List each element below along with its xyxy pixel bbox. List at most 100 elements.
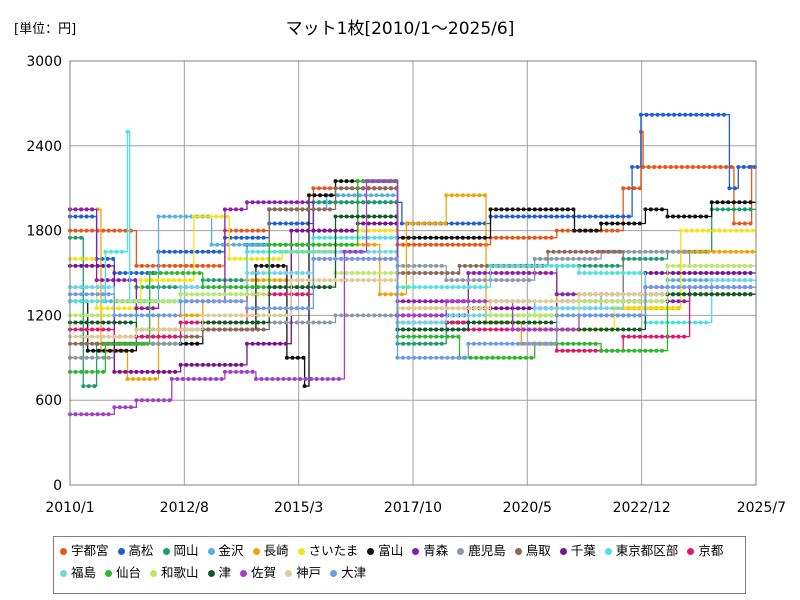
data-point [650, 112, 654, 117]
data-point [73, 369, 78, 374]
data-point [593, 348, 598, 353]
data-point [160, 278, 165, 283]
legend-item: 鹿児島 [457, 541, 506, 561]
data-point [716, 112, 721, 117]
data-point [90, 320, 95, 325]
data-point [466, 299, 471, 304]
data-point [195, 263, 200, 268]
data-point [610, 292, 615, 297]
data-point [439, 355, 444, 360]
data-point [228, 207, 233, 212]
data-point [383, 214, 388, 219]
legend-item: 金沢 [207, 541, 244, 561]
data-point [108, 341, 113, 346]
data-point [377, 292, 382, 297]
data-point [383, 249, 388, 254]
data-point [178, 292, 183, 297]
data-point [189, 362, 194, 367]
data-point [162, 369, 166, 374]
data-point [521, 327, 526, 332]
data-point [317, 242, 321, 247]
data-point [676, 299, 681, 304]
data-point [679, 165, 684, 169]
data-point [434, 263, 439, 268]
data-point [112, 405, 117, 410]
data-point [239, 285, 244, 290]
data-point [272, 207, 277, 212]
data-point [549, 313, 554, 318]
data-point [234, 285, 238, 290]
legend-item: 佐賀 [240, 563, 276, 583]
data-point [289, 306, 294, 311]
data-point [211, 285, 216, 290]
data-point [510, 271, 515, 275]
data-point [294, 249, 299, 254]
data-point [372, 249, 377, 254]
data-point [571, 207, 576, 212]
data-point [626, 348, 631, 353]
data-point [79, 334, 84, 339]
data-point [73, 285, 78, 290]
data-point [456, 327, 461, 332]
data-point [527, 313, 532, 318]
data-point [538, 207, 543, 212]
data-point [621, 313, 626, 318]
data-point [256, 292, 261, 297]
data-point [272, 242, 277, 247]
data-point [388, 228, 393, 233]
data-point [344, 313, 349, 318]
data-point [336, 377, 341, 381]
data-point [615, 228, 620, 233]
data-point [136, 341, 141, 346]
data-point [505, 263, 509, 268]
data-point [172, 278, 176, 283]
data-point [676, 320, 681, 325]
data-point [167, 263, 172, 268]
data-point [676, 292, 681, 297]
data-point [234, 278, 238, 283]
data-point [594, 228, 599, 233]
data-point [118, 348, 123, 353]
data-point [162, 334, 166, 339]
data-point [460, 299, 465, 304]
data-point [484, 306, 488, 311]
data-point [632, 256, 637, 261]
data-point [278, 341, 283, 346]
data-point [412, 355, 417, 360]
data-point [554, 256, 559, 261]
data-point [590, 249, 595, 254]
data-point [674, 165, 679, 169]
data-point [593, 256, 598, 261]
data-point [73, 292, 78, 297]
data-point [652, 165, 657, 169]
legend-label: 岡山 [173, 543, 199, 558]
data-point [571, 292, 576, 297]
data-point [377, 214, 382, 219]
data-point [449, 278, 454, 283]
data-point [538, 306, 543, 311]
data-point [295, 355, 300, 360]
data-point [361, 200, 366, 205]
data-point [715, 292, 720, 297]
data-point [361, 214, 366, 219]
data-point [660, 207, 664, 212]
data-point [388, 214, 393, 219]
data-point [197, 214, 202, 219]
data-point [676, 334, 681, 339]
data-point [261, 327, 266, 332]
data-point [704, 271, 709, 275]
data-point [505, 320, 509, 325]
data-point [372, 221, 377, 226]
data-point [228, 285, 233, 290]
data-point [245, 285, 249, 290]
data-point [261, 320, 266, 325]
data-point [156, 369, 161, 374]
plot-frame [69, 60, 757, 486]
data-point [84, 214, 89, 219]
data-point [648, 299, 653, 304]
data-point [177, 278, 182, 283]
data-point [289, 228, 294, 233]
data-point [457, 263, 462, 268]
data-point [467, 285, 472, 290]
data-point [687, 285, 692, 290]
